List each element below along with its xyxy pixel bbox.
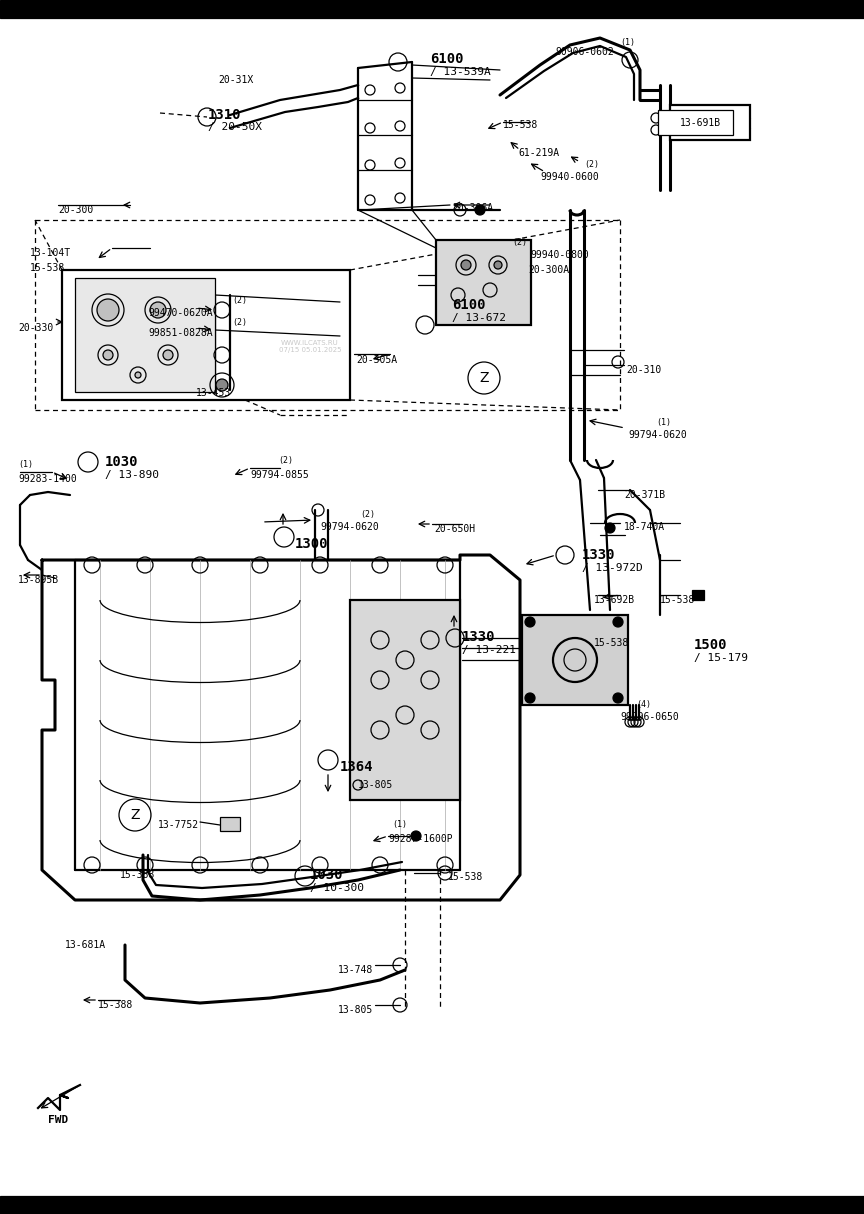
Text: / 10-300: / 10-300 bbox=[310, 883, 364, 894]
Text: 1500: 1500 bbox=[694, 639, 727, 652]
Text: (1): (1) bbox=[656, 418, 671, 427]
Circle shape bbox=[613, 617, 623, 626]
Bar bbox=[670, 104, 750, 140]
Text: 13-805: 13-805 bbox=[338, 1005, 373, 1015]
Circle shape bbox=[525, 617, 535, 626]
Circle shape bbox=[216, 379, 228, 391]
Bar bbox=[0, 1196, 864, 1214]
Text: Z: Z bbox=[480, 371, 489, 385]
Text: 99940-0800: 99940-0800 bbox=[530, 250, 588, 260]
Text: 15-538: 15-538 bbox=[448, 872, 483, 883]
Circle shape bbox=[163, 350, 173, 361]
Text: (1): (1) bbox=[620, 38, 635, 47]
Text: 13-7752: 13-7752 bbox=[158, 819, 199, 830]
Bar bbox=[692, 590, 704, 600]
Text: / 13-221: / 13-221 bbox=[462, 645, 516, 656]
Text: FWD: FWD bbox=[48, 1114, 68, 1125]
Text: / 13-890: / 13-890 bbox=[105, 470, 159, 480]
Text: 15-538: 15-538 bbox=[660, 595, 696, 605]
Text: 13-692B: 13-692B bbox=[594, 595, 635, 605]
Text: 99940-0600: 99940-0600 bbox=[540, 172, 599, 182]
Text: 1330: 1330 bbox=[462, 630, 495, 643]
Circle shape bbox=[461, 260, 471, 270]
Text: 99794-0620: 99794-0620 bbox=[320, 522, 378, 532]
Text: 99283-1400: 99283-1400 bbox=[18, 473, 77, 484]
Text: 13-748: 13-748 bbox=[338, 965, 373, 975]
Circle shape bbox=[494, 261, 502, 270]
Text: 20-300: 20-300 bbox=[58, 205, 93, 215]
Circle shape bbox=[475, 205, 485, 215]
Text: 99287-1600P: 99287-1600P bbox=[388, 834, 453, 844]
Circle shape bbox=[135, 371, 141, 378]
Text: 1310: 1310 bbox=[208, 108, 242, 121]
Text: 6100: 6100 bbox=[452, 297, 486, 312]
Text: 20-310: 20-310 bbox=[626, 365, 661, 375]
Text: (4): (4) bbox=[636, 700, 651, 709]
Text: WWW.ILCATS.RU
07/15 05.01.2025: WWW.ILCATS.RU 07/15 05.01.2025 bbox=[279, 340, 341, 353]
Text: (2): (2) bbox=[232, 318, 247, 327]
Bar bbox=[658, 110, 733, 135]
Text: / 13-672: / 13-672 bbox=[452, 313, 506, 323]
Text: 20-650H: 20-650H bbox=[434, 524, 475, 534]
Text: 15-538: 15-538 bbox=[30, 263, 66, 273]
Text: (2): (2) bbox=[278, 456, 293, 465]
Circle shape bbox=[97, 299, 119, 320]
Text: 15-538: 15-538 bbox=[503, 120, 538, 130]
Text: / 13-539A: / 13-539A bbox=[430, 67, 491, 76]
Circle shape bbox=[411, 832, 421, 841]
Circle shape bbox=[613, 693, 623, 703]
Text: (1): (1) bbox=[18, 460, 33, 469]
Text: 15-388: 15-388 bbox=[98, 1000, 133, 1010]
Text: Z: Z bbox=[130, 809, 140, 822]
Text: 13-453: 13-453 bbox=[196, 388, 232, 398]
Text: 13-805: 13-805 bbox=[358, 781, 393, 790]
Text: 13-681A: 13-681A bbox=[65, 940, 106, 951]
Text: 13-104T: 13-104T bbox=[30, 248, 71, 259]
Text: 20-330: 20-330 bbox=[18, 323, 54, 333]
Circle shape bbox=[103, 350, 113, 361]
Bar bbox=[350, 600, 460, 800]
Text: (1): (1) bbox=[392, 819, 407, 829]
Text: 6100: 6100 bbox=[430, 52, 463, 66]
Text: 1030: 1030 bbox=[105, 455, 138, 469]
Text: 99796-0650: 99796-0650 bbox=[620, 711, 679, 722]
Text: 99470-0620A: 99470-0620A bbox=[148, 308, 213, 318]
Text: 61-219A: 61-219A bbox=[518, 148, 559, 158]
Text: 20-306A: 20-306A bbox=[452, 203, 493, 212]
Text: (2): (2) bbox=[360, 510, 375, 520]
Bar bbox=[75, 278, 215, 392]
Text: 1300: 1300 bbox=[295, 537, 328, 551]
Text: 90906-0602: 90906-0602 bbox=[555, 47, 613, 57]
Text: 20-371B: 20-371B bbox=[624, 490, 665, 500]
Text: 1030: 1030 bbox=[310, 868, 344, 883]
Text: / 20-50X: / 20-50X bbox=[208, 121, 262, 132]
Text: 20-305A: 20-305A bbox=[356, 354, 397, 365]
Circle shape bbox=[525, 693, 535, 703]
Text: (2): (2) bbox=[232, 296, 247, 305]
Text: 99794-0620: 99794-0620 bbox=[628, 430, 687, 439]
Text: (2): (2) bbox=[512, 238, 527, 246]
Text: 20-300A: 20-300A bbox=[528, 265, 569, 276]
Bar bbox=[62, 270, 350, 399]
Text: 15-388: 15-388 bbox=[120, 870, 156, 880]
Bar bbox=[436, 240, 531, 325]
Bar bbox=[220, 817, 240, 832]
Bar bbox=[522, 615, 628, 705]
Text: / 15-179: / 15-179 bbox=[694, 653, 748, 663]
Text: 13-691B: 13-691B bbox=[680, 118, 721, 127]
Text: 1364: 1364 bbox=[340, 760, 373, 775]
Text: (2): (2) bbox=[584, 160, 599, 169]
Text: 1330: 1330 bbox=[582, 548, 615, 562]
Text: 99851-0828A: 99851-0828A bbox=[148, 328, 213, 337]
Text: 15-538: 15-538 bbox=[594, 639, 629, 648]
Text: 18-740A: 18-740A bbox=[624, 522, 665, 532]
Text: 99794-0855: 99794-0855 bbox=[250, 470, 308, 480]
Text: 20-31X: 20-31X bbox=[218, 75, 253, 85]
Circle shape bbox=[605, 523, 615, 533]
Text: / 13-972D: / 13-972D bbox=[582, 563, 643, 573]
Circle shape bbox=[150, 302, 166, 318]
Bar bbox=[0, 0, 864, 18]
Text: 13-895B: 13-895B bbox=[18, 575, 59, 585]
